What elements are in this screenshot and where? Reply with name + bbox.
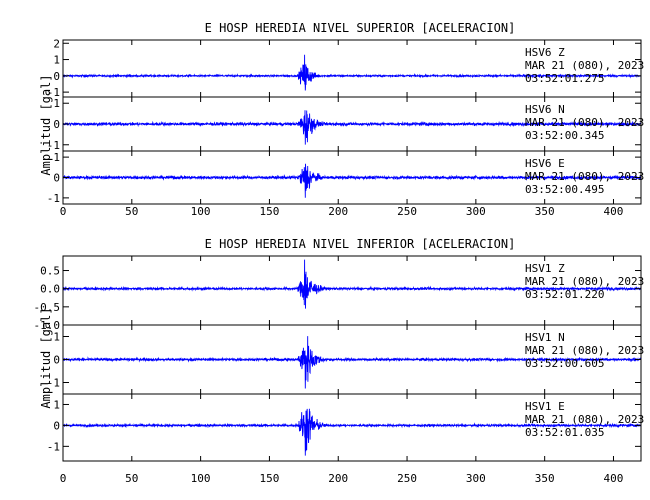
y-tick-label: 2 (53, 37, 60, 50)
trace-line (62, 336, 642, 389)
date-label: MAR 21 (080), 2023 (525, 170, 644, 183)
x-tick-label: 250 (397, 472, 417, 485)
x-tick-label: 0 (60, 472, 67, 485)
station-label: HSV1 E (525, 400, 565, 413)
y-tick-label: -0.5 (34, 301, 61, 314)
time-label: 03:52:00.605 (525, 357, 604, 370)
y-tick-label: -1 (47, 440, 60, 453)
chart-title: E HOSP HEREDIA NIVEL INFERIOR [ACELERACI… (205, 237, 516, 251)
time-label: 03:52:01.275 (525, 72, 604, 85)
y-tick-label: -1 (47, 192, 60, 205)
y-tick-label: 0 (53, 70, 60, 83)
x-tick-label: 100 (191, 205, 211, 218)
y-tick-label: 1 (53, 331, 60, 344)
y-tick-label: 0 (53, 118, 60, 131)
chart-group-1: E HOSP HEREDIA NIVEL SUPERIOR [ACELERACI… (39, 21, 644, 218)
station-label: HSV6 Z (525, 46, 565, 59)
x-tick-label: 100 (191, 472, 211, 485)
station-label: HSV1 N (525, 331, 565, 344)
y-tick-label: 0.5 (40, 265, 60, 278)
x-tick-label: 350 (535, 205, 555, 218)
trace-line (62, 54, 642, 91)
y-tick-label: 0 (53, 354, 60, 367)
x-tick-label: 400 (604, 205, 624, 218)
y-tick-label: -1.0 (34, 319, 61, 332)
x-tick-label: 300 (466, 472, 486, 485)
y-axis-label: Amplitud [gal] (39, 307, 53, 408)
time-label: 03:52:01.220 (525, 288, 604, 301)
date-label: MAR 21 (080), 2023 (525, 116, 644, 129)
date-label: MAR 21 (080), 2023 (525, 344, 644, 357)
y-tick-label: 1 (53, 398, 60, 411)
x-tick-label: 0 (60, 205, 67, 218)
panel-frame (62, 393, 642, 462)
y-tick-label: -1 (47, 139, 60, 152)
x-tick-label: 150 (259, 472, 279, 485)
trace-line (63, 110, 642, 145)
y-tick-label: 1 (53, 54, 60, 67)
y-tick-label: 1 (53, 151, 60, 164)
x-tick-label: 150 (259, 205, 279, 218)
y-axis-label: Amplitud [gal] (39, 74, 53, 175)
time-label: 03:52:01.035 (525, 426, 604, 439)
trace-line (62, 163, 642, 198)
chart-title: E HOSP HEREDIA NIVEL SUPERIOR [ACELERACI… (205, 21, 516, 35)
station-label: HSV6 N (525, 103, 565, 116)
y-tick-label: 0 (53, 172, 60, 185)
y-tick-label: -1 (47, 377, 60, 390)
y-tick-label: 0.0 (40, 283, 60, 296)
y-tick-label: 0 (53, 419, 60, 432)
trace-line (62, 259, 642, 309)
station-label: HSV1 Z (525, 262, 565, 275)
station-label: HSV6 E (525, 157, 565, 170)
trace-line (62, 408, 642, 456)
y-tick-label: 1 (53, 97, 60, 110)
x-tick-label: 50 (125, 472, 138, 485)
x-tick-label: 50 (125, 205, 138, 218)
y-tick-label: -1 (47, 86, 60, 99)
time-label: 03:52:00.495 (525, 183, 604, 196)
x-tick-label: 200 (328, 205, 348, 218)
x-tick-label: 350 (535, 472, 555, 485)
x-tick-label: 250 (397, 205, 417, 218)
x-tick-label: 300 (466, 205, 486, 218)
date-label: MAR 21 (080), 2023 (525, 59, 644, 72)
x-tick-label: 400 (604, 472, 624, 485)
x-tick-label: 200 (328, 472, 348, 485)
date-label: MAR 21 (080), 2023 (525, 413, 644, 426)
time-label: 03:52:00.345 (525, 129, 604, 142)
date-label: MAR 21 (080), 2023 (525, 275, 644, 288)
chart-group-2: E HOSP HEREDIA NIVEL INFERIOR [ACELERACI… (34, 237, 645, 485)
